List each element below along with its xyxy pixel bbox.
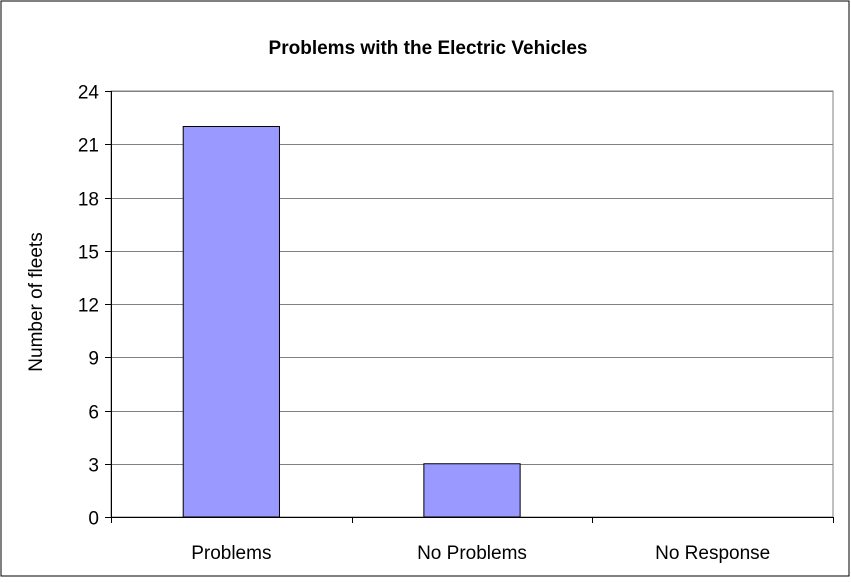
bar: [182, 126, 280, 518]
chart-title: Problems with the Electric Vehicles: [269, 38, 588, 59]
x-tick-label: No Problems: [417, 543, 527, 564]
y-tick-label: 3: [88, 456, 99, 477]
bars: [182, 126, 521, 518]
y-tick-label: 21: [78, 136, 99, 157]
y-tick-labels: 0 3 6 9 12 15 18 21 24: [78, 83, 100, 530]
x-tick-labels: Problems No Problems No Response: [191, 543, 770, 564]
y-tick-label: 24: [78, 83, 100, 104]
y-axis-label: Number of fleets: [26, 232, 47, 371]
axes: [105, 91, 834, 523]
bar: [423, 463, 521, 518]
y-tick-label: 18: [78, 190, 99, 211]
y-tick-label: 9: [88, 349, 99, 370]
y-tick-label: 12: [78, 296, 99, 317]
y-tick-label: 0: [88, 509, 99, 530]
x-tick-label: No Response: [655, 543, 770, 564]
y-tick-label: 15: [78, 243, 99, 264]
x-tick-label: Problems: [191, 543, 271, 564]
y-tick-label: 6: [88, 403, 99, 424]
